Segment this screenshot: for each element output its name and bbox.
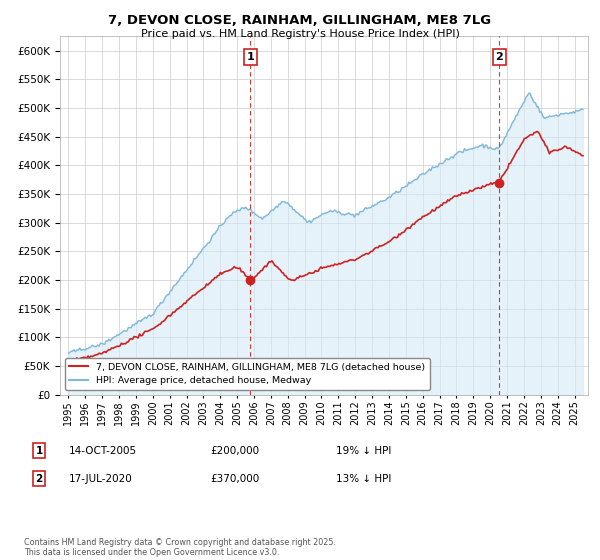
Text: 14-OCT-2005: 14-OCT-2005	[69, 446, 137, 456]
Text: Contains HM Land Registry data © Crown copyright and database right 2025.
This d: Contains HM Land Registry data © Crown c…	[24, 538, 336, 557]
Text: £370,000: £370,000	[210, 474, 259, 484]
Text: 1: 1	[35, 446, 43, 456]
Legend: 7, DEVON CLOSE, RAINHAM, GILLINGHAM, ME8 7LG (detached house), HPI: Average pric: 7, DEVON CLOSE, RAINHAM, GILLINGHAM, ME8…	[65, 358, 430, 390]
Text: £200,000: £200,000	[210, 446, 259, 456]
Text: 2: 2	[496, 52, 503, 62]
Text: 7, DEVON CLOSE, RAINHAM, GILLINGHAM, ME8 7LG: 7, DEVON CLOSE, RAINHAM, GILLINGHAM, ME8…	[109, 14, 491, 27]
Text: 19% ↓ HPI: 19% ↓ HPI	[336, 446, 391, 456]
Text: Price paid vs. HM Land Registry's House Price Index (HPI): Price paid vs. HM Land Registry's House …	[140, 29, 460, 39]
Text: 17-JUL-2020: 17-JUL-2020	[69, 474, 133, 484]
Text: 2: 2	[35, 474, 43, 484]
Text: 13% ↓ HPI: 13% ↓ HPI	[336, 474, 391, 484]
Text: 1: 1	[247, 52, 254, 62]
